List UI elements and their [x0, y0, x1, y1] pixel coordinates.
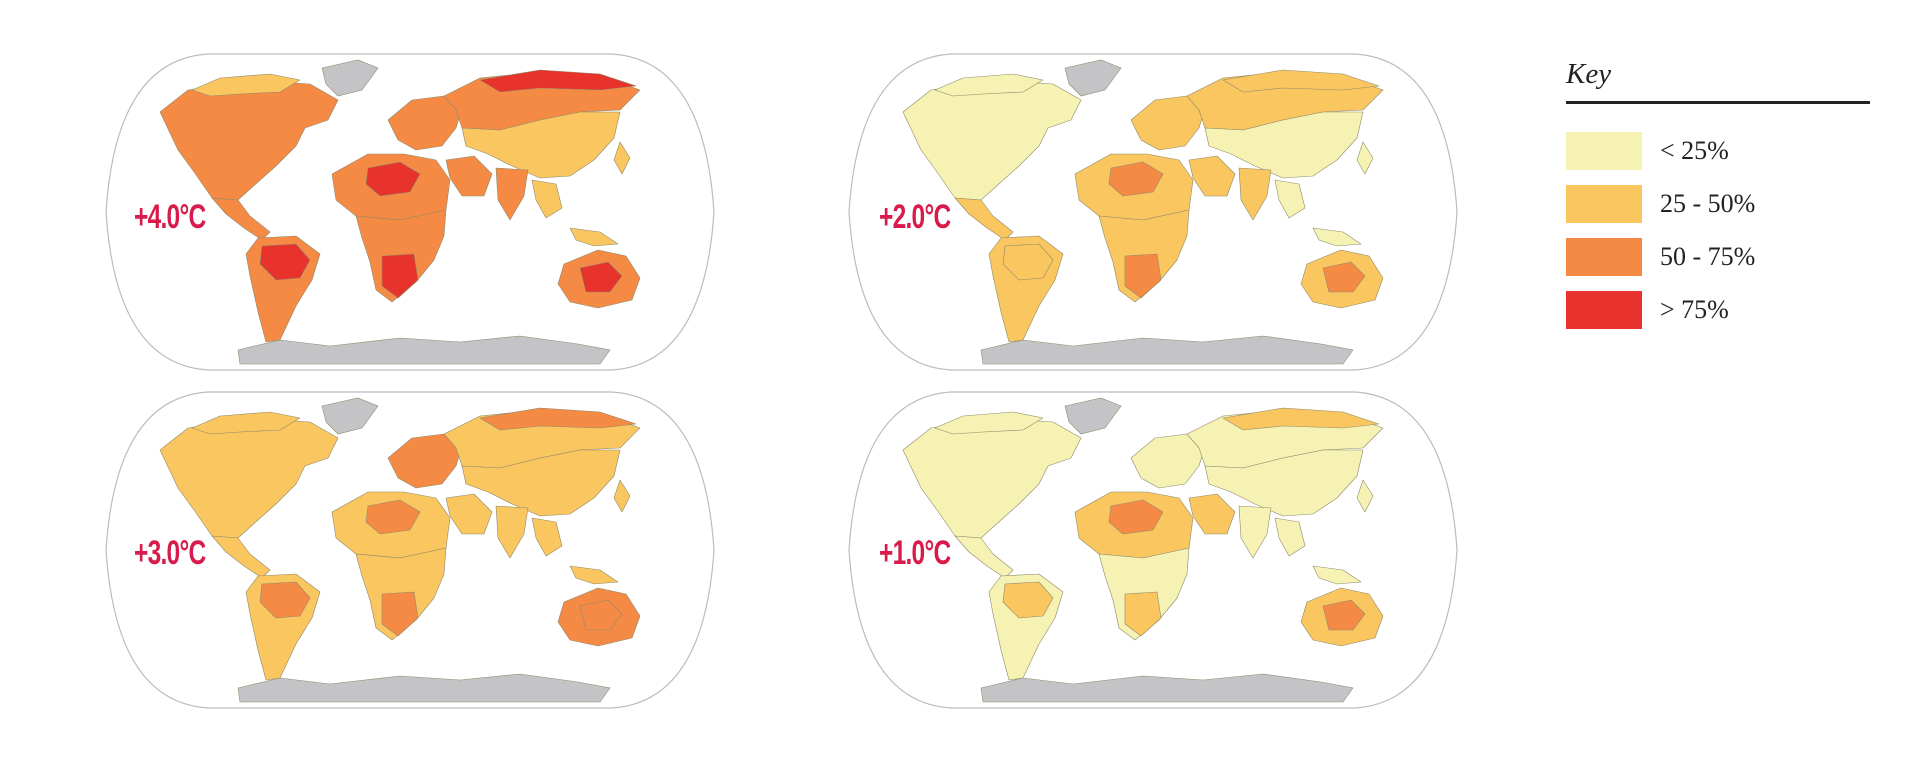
region-canada-arctic	[934, 73, 1044, 97]
region-asia	[613, 141, 631, 175]
legend-swatch	[1566, 237, 1642, 276]
region-mesoamerica	[211, 535, 271, 579]
legend-item: > 75%	[1566, 283, 1870, 336]
region-asia	[1356, 141, 1374, 175]
region-asia	[1204, 449, 1364, 517]
legend-label: 50 - 75%	[1660, 241, 1756, 271]
region-australia-core	[579, 599, 623, 631]
legend-label: > 75%	[1660, 294, 1729, 324]
region-middle-east	[1188, 493, 1236, 535]
legend-item: 25 - 50%	[1566, 177, 1870, 230]
region-canada-arctic	[191, 73, 301, 97]
region-canada-arctic	[191, 411, 301, 435]
legend-title: Key	[1566, 58, 1612, 90]
region-sahara-core	[1108, 499, 1164, 535]
region-middle-east	[1188, 155, 1236, 197]
region-asia	[613, 479, 631, 513]
region-siberia-north	[1222, 407, 1380, 431]
world-map-plus-1	[848, 391, 1458, 709]
legend-item: 50 - 75%	[1566, 230, 1870, 283]
region-mesoamerica	[954, 535, 1014, 579]
region-se-asia	[531, 179, 563, 219]
region-india	[495, 167, 529, 221]
antarctica-landmass	[237, 335, 611, 365]
region-europe	[1130, 95, 1206, 151]
legend-label: < 25%	[1660, 135, 1729, 165]
region-southern-africa	[381, 591, 419, 637]
region-europe	[387, 433, 463, 489]
region-siberia-north	[1222, 69, 1380, 93]
world-map-plus-4	[105, 53, 715, 371]
region-asia	[1356, 479, 1374, 513]
map-panel-plus-1: +1.0°C	[843, 388, 1463, 713]
scenario-label-plus-3: +3.0°C	[134, 534, 206, 572]
region-middle-east	[445, 155, 493, 197]
region-middle-east	[445, 493, 493, 535]
region-amazon	[1002, 243, 1054, 281]
legend-item: < 25%	[1566, 124, 1870, 177]
region-southern-africa	[381, 253, 419, 299]
region-siberia-north	[479, 69, 637, 93]
region-sahara-core	[365, 161, 421, 197]
greenland-landmass	[1064, 397, 1122, 435]
map-panel-plus-4: +4.0°C	[100, 50, 720, 375]
greenland-landmass	[1064, 59, 1122, 97]
region-amazon	[1002, 581, 1054, 619]
map-panel-plus-2: +2.0°C	[843, 50, 1463, 375]
region-india	[1238, 167, 1272, 221]
greenland-landmass	[321, 397, 379, 435]
antarctica-landmass	[980, 673, 1354, 703]
region-se-asia	[1312, 227, 1362, 247]
region-europe	[1130, 433, 1206, 489]
region-siberia-north	[479, 407, 637, 431]
region-amazon	[259, 581, 311, 619]
region-amazon	[259, 243, 311, 281]
region-mesoamerica	[211, 197, 271, 241]
region-se-asia	[1274, 517, 1306, 557]
region-asia	[461, 111, 621, 179]
region-india	[495, 505, 529, 559]
region-asia	[461, 449, 621, 517]
region-se-asia	[569, 227, 619, 247]
region-australia-core	[1322, 261, 1366, 293]
scenario-label-plus-2: +2.0°C	[879, 198, 951, 236]
legend-swatch	[1566, 131, 1642, 170]
greenland-landmass	[321, 59, 379, 97]
antarctica-landmass	[980, 335, 1354, 365]
world-map-plus-2	[848, 53, 1458, 371]
legend-label: 25 - 50%	[1660, 188, 1756, 218]
region-se-asia	[531, 517, 563, 557]
region-australia-core	[1322, 599, 1366, 631]
region-europe	[387, 95, 463, 151]
antarctica-landmass	[237, 673, 611, 703]
legend: Key < 25% 25 - 50% 50 - 75% > 75%	[1566, 58, 1870, 336]
region-mesoamerica	[954, 197, 1014, 241]
region-se-asia	[1274, 179, 1306, 219]
region-australia-core	[579, 261, 623, 293]
map-panel-plus-3: +3.0°C	[100, 388, 720, 713]
region-se-asia	[569, 565, 619, 585]
region-sahara-core	[1108, 161, 1164, 197]
region-india	[1238, 505, 1272, 559]
legend-divider	[1566, 101, 1870, 104]
region-southern-africa	[1124, 253, 1162, 299]
region-southern-africa	[1124, 591, 1162, 637]
region-se-asia	[1312, 565, 1362, 585]
legend-swatch	[1566, 184, 1642, 223]
scenario-label-plus-1: +1.0°C	[879, 534, 951, 572]
legend-swatch	[1566, 290, 1642, 329]
region-canada-arctic	[934, 411, 1044, 435]
scenario-label-plus-4: +4.0°C	[134, 198, 206, 236]
region-asia	[1204, 111, 1364, 179]
region-sahara-core	[365, 499, 421, 535]
world-map-plus-3	[105, 391, 715, 709]
